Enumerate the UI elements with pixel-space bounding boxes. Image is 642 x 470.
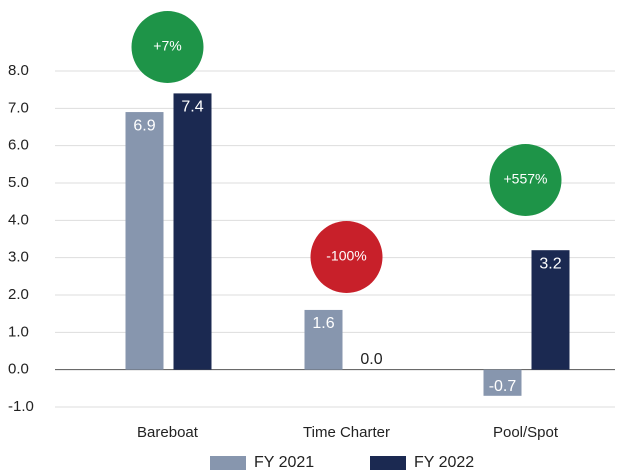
x-tick-label: Bareboat — [137, 424, 199, 441]
value-label: 1.6 — [312, 315, 334, 332]
bar — [531, 250, 570, 370]
y-tick-label: 7.0 — [8, 99, 29, 116]
bar — [173, 93, 212, 370]
change-bubble — [489, 144, 562, 216]
y-tick-label: 6.0 — [8, 137, 29, 154]
legend-label: FY 2021 — [254, 454, 314, 470]
change-bubble — [131, 11, 204, 83]
legend-swatch — [210, 456, 246, 470]
legend-label: FY 2022 — [414, 454, 474, 470]
value-label: 3.2 — [539, 255, 561, 272]
bar — [125, 112, 164, 370]
change-label: +7% — [153, 38, 181, 54]
y-tick-label: 2.0 — [8, 286, 29, 303]
value-label: 6.9 — [133, 117, 155, 134]
x-tick-label: Time Charter — [303, 424, 390, 441]
value-label: 7.4 — [181, 99, 203, 116]
y-tick-label: 3.0 — [8, 249, 29, 266]
y-tick-label: 8.0 — [8, 62, 29, 79]
change-label: +557% — [504, 171, 548, 187]
y-tick-label: -1.0 — [8, 398, 34, 415]
bar — [304, 309, 343, 370]
legend-swatch — [370, 456, 406, 470]
value-label: 0.0 — [360, 351, 382, 368]
bar — [483, 369, 522, 396]
y-tick-label: 4.0 — [8, 211, 29, 228]
x-tick-label: Pool/Spot — [493, 424, 559, 441]
value-label: -0.7 — [489, 378, 517, 395]
y-tick-label: 1.0 — [8, 323, 29, 340]
y-tick-label: 5.0 — [8, 174, 29, 191]
change-bubble — [310, 221, 383, 293]
y-tick-label: 0.0 — [8, 361, 29, 378]
change-label: -100% — [326, 248, 366, 264]
